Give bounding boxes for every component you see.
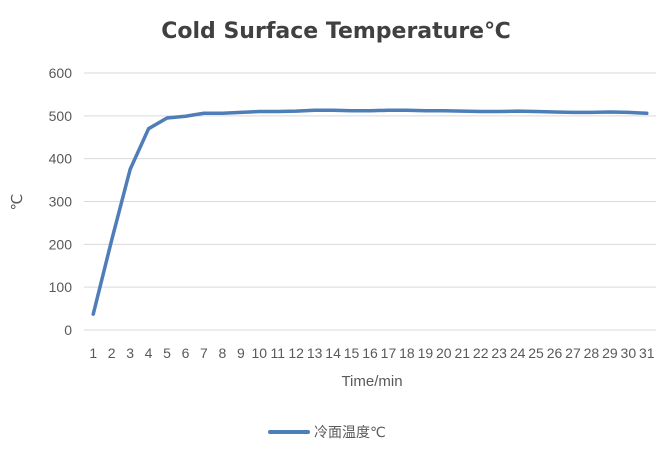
data-point: [608, 110, 612, 114]
x-axis-label: Time/min: [341, 373, 402, 390]
data-point: [183, 114, 187, 118]
data-point: [497, 110, 501, 114]
data-point: [516, 109, 520, 113]
data-point: [294, 109, 298, 113]
y-axis-ticks: 0 100 200 300 400 500 600: [49, 65, 73, 338]
data-point: [165, 116, 169, 120]
x-tick-label: 9: [237, 345, 245, 361]
x-tick-label: 8: [218, 345, 226, 361]
data-point: [479, 110, 483, 114]
data-point: [645, 111, 649, 115]
series-layer: [91, 108, 649, 316]
x-tick-label: 6: [182, 345, 190, 361]
data-point: [589, 110, 593, 114]
data-point: [313, 108, 317, 112]
x-tick-label: 22: [473, 345, 489, 361]
data-point: [110, 238, 114, 242]
x-tick-label: 10: [252, 345, 268, 361]
y-tick-label: 200: [49, 236, 73, 252]
x-tick-label: 26: [547, 345, 563, 361]
y-tick-label: 500: [49, 108, 73, 124]
x-tick-label: 17: [381, 345, 397, 361]
data-point: [147, 127, 151, 131]
y-tick-label: 400: [49, 151, 73, 167]
data-point: [571, 110, 575, 114]
x-tick-label: 30: [621, 345, 637, 361]
data-point: [128, 167, 132, 171]
x-tick-label: 7: [200, 345, 208, 361]
x-tick-label: 20: [436, 345, 452, 361]
data-point: [350, 109, 354, 113]
x-tick-label: 29: [602, 345, 618, 361]
data-point: [534, 110, 538, 114]
data-point: [442, 109, 446, 113]
x-tick-label: 2: [108, 345, 116, 361]
data-point: [91, 312, 95, 316]
x-tick-label: 12: [288, 345, 304, 361]
data-point: [405, 108, 409, 112]
x-axis-ticks: 1 2 3 4 5 6 7 8 9 10 11 12 13 14 15 16 17 18 19 20 21 22 23 24 2…: [89, 345, 654, 361]
x-tick-label: 18: [399, 345, 415, 361]
y-tick-label: 100: [49, 279, 73, 295]
x-tick-label: 23: [491, 345, 507, 361]
y-tick-label: 600: [49, 65, 73, 81]
data-point: [276, 110, 280, 114]
y-tick-label: 300: [49, 194, 73, 210]
x-tick-label: 28: [584, 345, 600, 361]
chart-title: Cold Surface Temperature℃: [161, 19, 511, 44]
x-tick-label: 15: [344, 345, 360, 361]
x-tick-label: 16: [362, 345, 378, 361]
data-point: [202, 111, 206, 115]
legend: 冷面温度℃: [268, 425, 386, 441]
series-line: [91, 108, 649, 316]
data-point: [386, 108, 390, 112]
x-tick-label: 25: [528, 345, 544, 361]
y-tick-label: 0: [64, 322, 72, 338]
x-tick-label: 5: [163, 345, 171, 361]
data-point: [239, 110, 243, 114]
x-tick-label: 31: [639, 345, 655, 361]
data-point: [553, 110, 557, 114]
x-tick-label: 3: [126, 345, 134, 361]
data-point: [368, 109, 372, 113]
x-tick-label: 11: [270, 345, 285, 361]
gridlines: [84, 72, 656, 288]
x-tick-label: 19: [418, 345, 434, 361]
data-point: [460, 109, 464, 113]
x-tick-label: 1: [89, 345, 97, 361]
data-point: [257, 110, 261, 114]
data-point: [423, 109, 427, 113]
x-tick-label: 21: [454, 345, 470, 361]
legend-label: 冷面温度℃: [314, 425, 386, 441]
x-tick-label: 14: [325, 345, 341, 361]
data-point: [331, 108, 335, 112]
x-tick-label: 27: [565, 345, 581, 361]
x-tick-label: 24: [510, 345, 526, 361]
x-tick-label: 4: [145, 345, 153, 361]
data-point: [626, 110, 630, 114]
data-point: [220, 111, 224, 115]
x-tick-label: 13: [307, 345, 323, 361]
y-axis-label: ℃: [9, 194, 26, 211]
